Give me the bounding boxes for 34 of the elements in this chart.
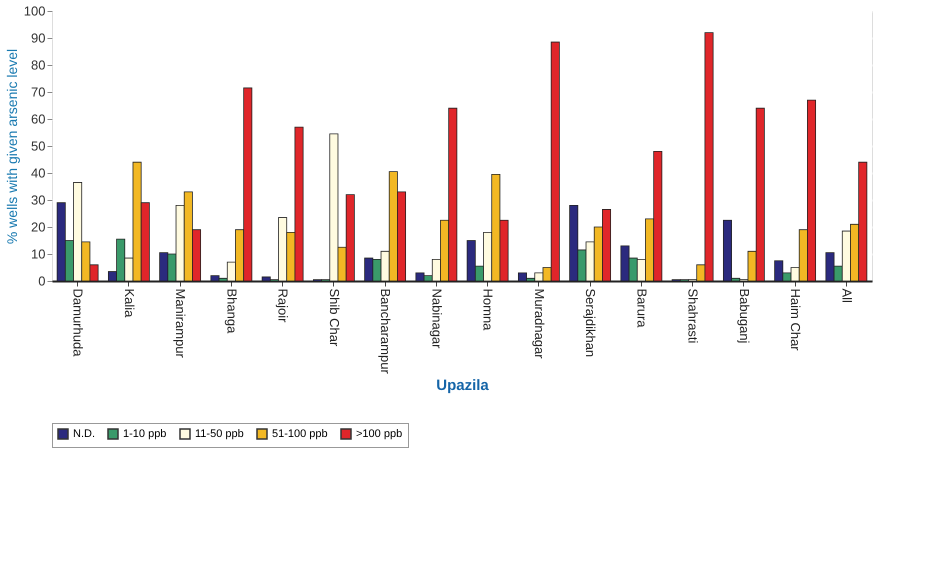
x-tick-label: Barura bbox=[634, 288, 650, 328]
y-tick-label: 30 bbox=[31, 192, 46, 208]
x-tick-label: Homna bbox=[480, 288, 496, 332]
y-tick-label: 80 bbox=[31, 58, 46, 72]
x-tick-label: Bancharampur bbox=[378, 288, 394, 374]
x-tick-label: Serajdikhan bbox=[583, 288, 598, 358]
y-tick-label: 0 bbox=[38, 274, 46, 288]
y-tick-label: 20 bbox=[31, 220, 46, 234]
y-tick-label: 70 bbox=[31, 84, 46, 100]
y-tick-label: 50 bbox=[31, 138, 46, 154]
x-tick-label: Haim Char bbox=[788, 288, 804, 352]
y-tick-label: 90 bbox=[31, 30, 46, 46]
x-tick-label: Manirampur bbox=[173, 288, 188, 359]
x-tick-label: Babuganj bbox=[736, 288, 752, 344]
x-tick-label: Bhanga bbox=[224, 288, 240, 334]
legend-label: >100 ppb bbox=[356, 428, 402, 440]
x-tick-label: Damurhuda bbox=[70, 288, 86, 358]
x-tick-label: All bbox=[839, 288, 854, 304]
y-tick-label: 100 bbox=[24, 4, 46, 18]
x-tick-label: Rajoir bbox=[276, 288, 291, 324]
legend-label: 1-10 ppb bbox=[123, 428, 166, 440]
y-tick-label: 40 bbox=[31, 166, 46, 180]
legend-label: N.D. bbox=[73, 428, 95, 440]
y-tick-label: 10 bbox=[31, 246, 46, 262]
y-tick-label: 60 bbox=[31, 112, 46, 126]
x-tick-label: Muradnagar bbox=[532, 288, 547, 360]
x-tick-label: Shahrasti bbox=[686, 288, 701, 344]
y-axis-title: % wells with given arsenic level bbox=[4, 48, 20, 244]
legend-label: 11-50 ppb bbox=[195, 428, 244, 440]
legend-label: 51-100 ppb bbox=[272, 428, 328, 440]
x-axis-title: Upazila bbox=[436, 376, 490, 394]
x-tick-label: Nabinagar bbox=[429, 288, 444, 350]
x-tick-label: Shib Char bbox=[326, 288, 342, 347]
x-tick-label: Kalia bbox=[122, 288, 137, 318]
